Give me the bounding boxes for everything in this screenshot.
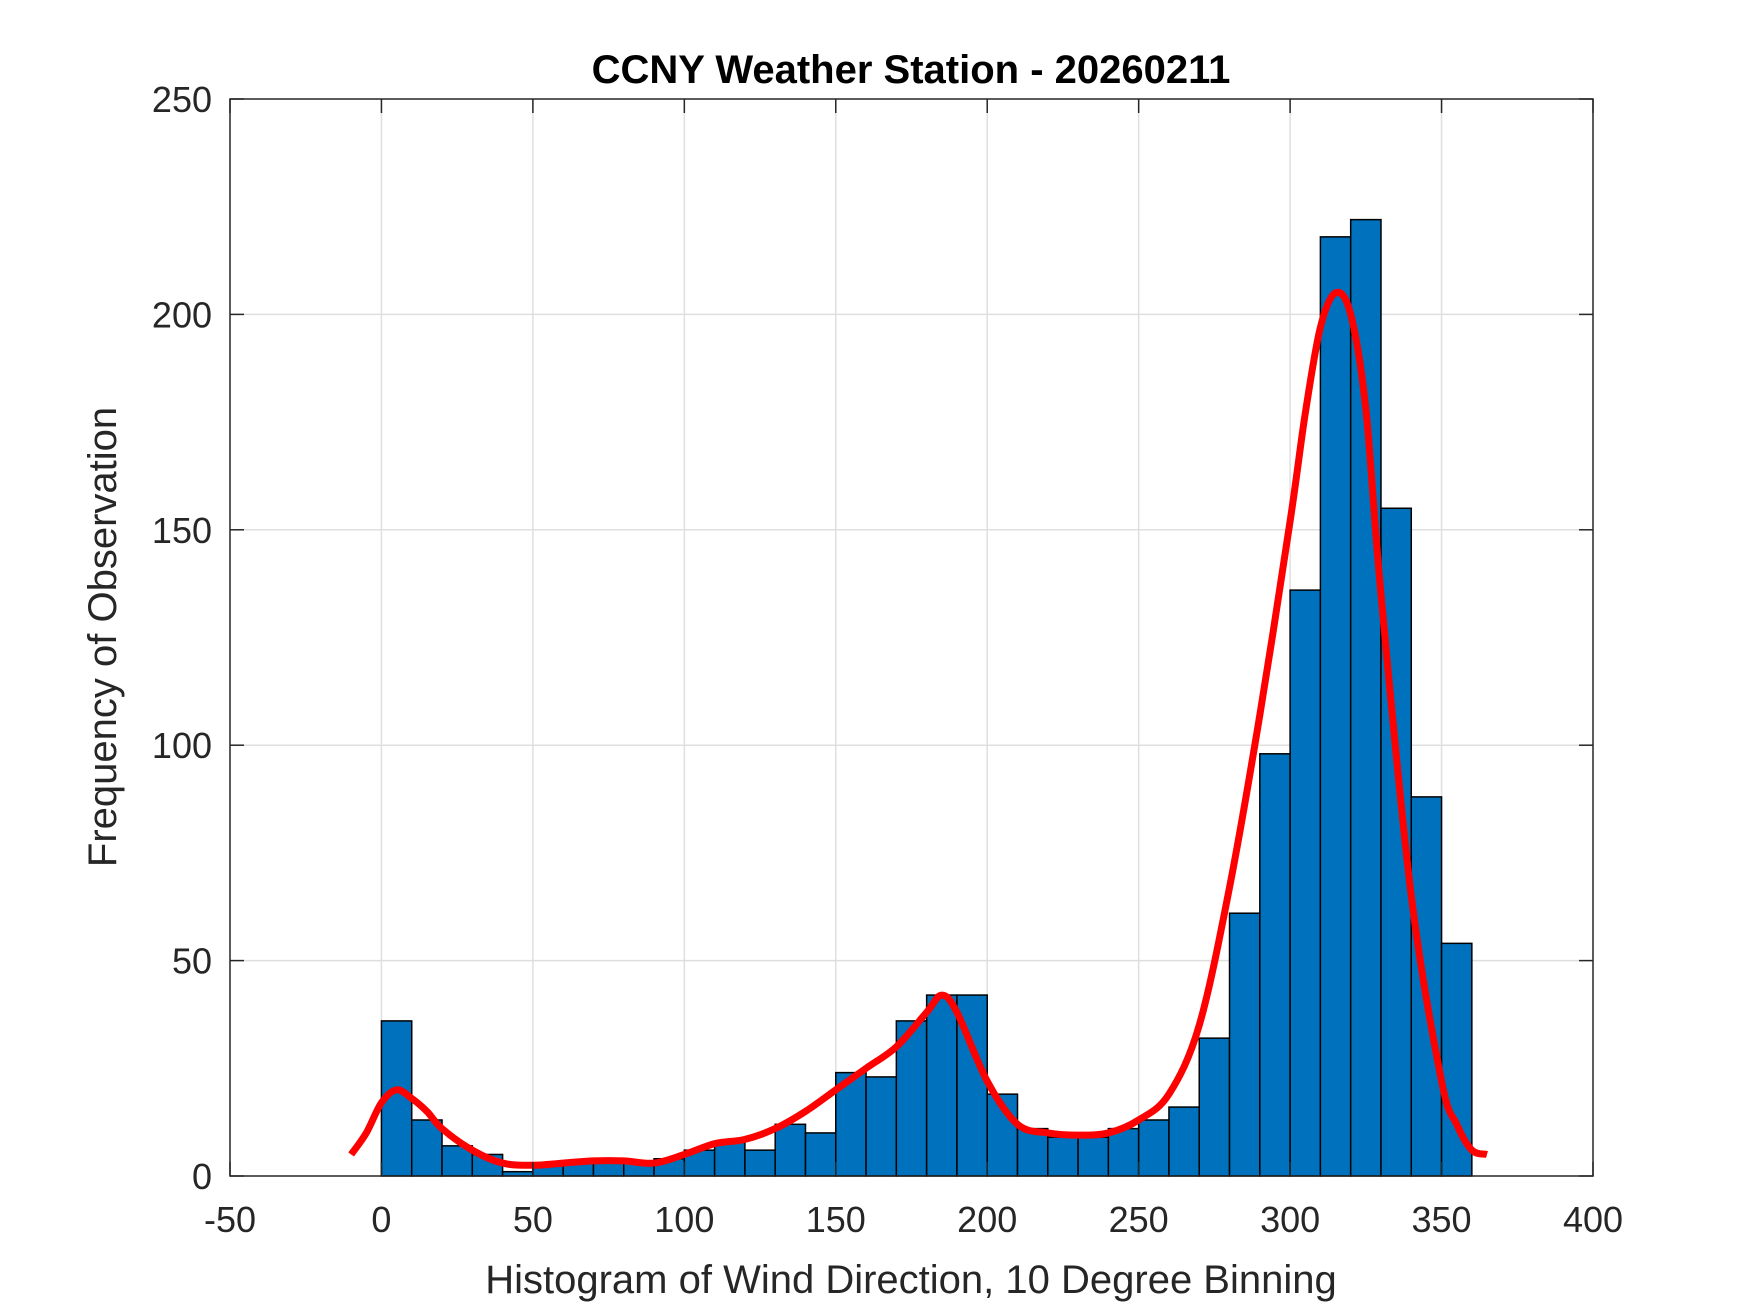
x-tick-label: 250 xyxy=(1109,1199,1169,1240)
y-tick-labels: 0 50 100 150 200 250 xyxy=(152,79,212,1197)
histogram-bar xyxy=(1047,1136,1079,1177)
y-tick-label: 100 xyxy=(152,725,212,766)
histogram-bar xyxy=(865,1076,898,1177)
histogram-bar xyxy=(925,994,958,1177)
histogram-bar xyxy=(1198,1037,1231,1177)
density-curve-layer xyxy=(348,288,1488,1169)
x-tick-label: 0 xyxy=(371,1199,391,1240)
x-tick-label: 50 xyxy=(513,1199,553,1240)
x-tick-label: 150 xyxy=(806,1199,866,1240)
x-tick-label: -50 xyxy=(204,1199,256,1240)
histogram-bars xyxy=(380,218,1473,1177)
x-tick-label: 400 xyxy=(1563,1199,1623,1240)
histogram-bar xyxy=(774,1123,807,1177)
histogram-bar xyxy=(744,1149,776,1177)
x-tick-label: 200 xyxy=(957,1199,1017,1240)
histogram-bar xyxy=(1137,1119,1170,1177)
histogram-bar xyxy=(1077,1136,1110,1177)
y-tick-label: 50 xyxy=(172,941,212,982)
axes-box xyxy=(229,98,1594,1177)
histogram-bar xyxy=(410,1119,443,1177)
density-curve xyxy=(348,288,1488,1169)
histogram-bar xyxy=(1107,1127,1140,1177)
histogram-bar xyxy=(1259,753,1291,1177)
histogram-bar xyxy=(1168,1106,1200,1177)
x-axis-label: Histogram of Wind Direction, 10 Degree B… xyxy=(485,1258,1337,1302)
histogram-bar xyxy=(895,1020,928,1177)
x-tick-labels: -50 0 50 100 150 200 250 300 350 400 xyxy=(204,1199,1623,1240)
chart-title: CCNY Weather Station - 20260211 xyxy=(592,48,1231,92)
y-tick-label: 250 xyxy=(152,79,212,120)
x-tick-label: 100 xyxy=(654,1199,714,1240)
x-tick-label: 350 xyxy=(1412,1199,1472,1240)
y-tick-label: 200 xyxy=(152,294,212,335)
axis-ticks xyxy=(229,98,1594,1177)
histogram-bar xyxy=(1349,218,1382,1177)
histogram-bar xyxy=(713,1140,746,1177)
x-tick-label: 300 xyxy=(1260,1199,1320,1240)
y-axis-label: Frequency of Observation xyxy=(81,407,125,867)
histogram-bar xyxy=(592,1162,625,1177)
histogram-bar xyxy=(1228,912,1261,1177)
y-tick-label: 150 xyxy=(152,510,212,551)
y-tick-label: 0 xyxy=(192,1156,212,1197)
histogram-bar xyxy=(1289,589,1322,1177)
histogram-bar xyxy=(804,1132,837,1177)
histogram-bar xyxy=(1319,236,1352,1177)
